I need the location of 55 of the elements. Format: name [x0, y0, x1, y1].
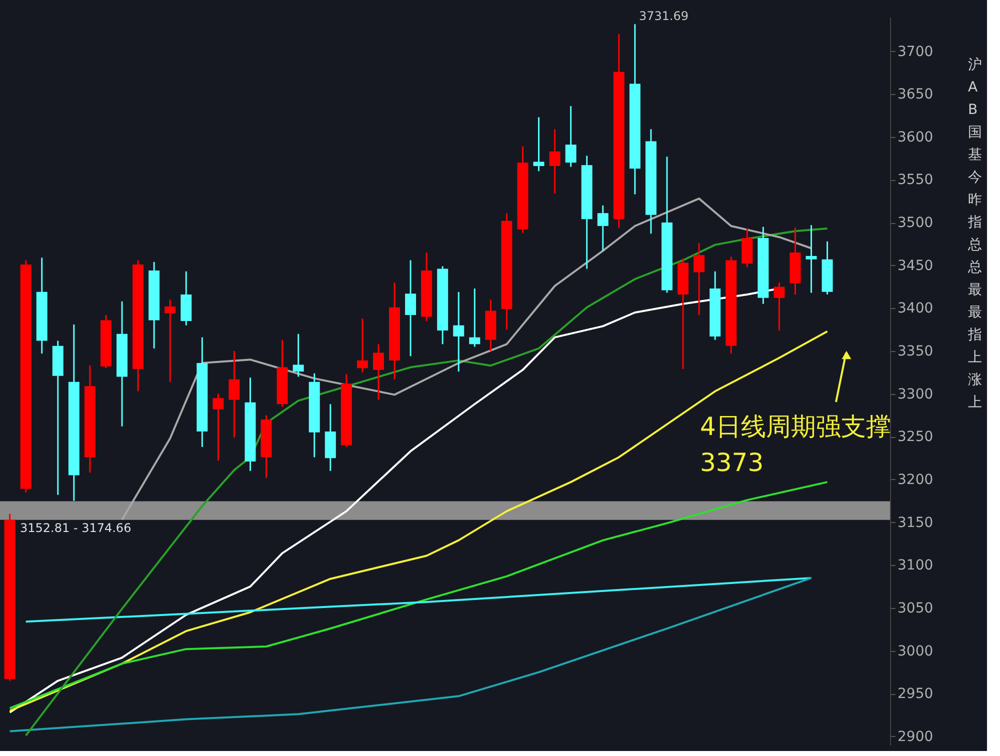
y-tick-label: 3650 [898, 86, 934, 103]
candlestick [164, 298, 176, 383]
text: 上 [968, 350, 982, 366]
candlestick [405, 259, 416, 357]
candlestick [533, 116, 544, 172]
candlestick [356, 318, 368, 374]
candlestick [597, 204, 608, 252]
y-tick-label: 3300 [898, 386, 934, 402]
candlestick [469, 288, 480, 348]
text: 最 [968, 304, 982, 320]
text: 总 [967, 260, 982, 276]
line-series [121, 198, 812, 521]
y-tick-label: 3600 [898, 129, 934, 146]
y-tick-label: 3150 [898, 514, 934, 531]
y-tick-label: 3700 [898, 44, 934, 60]
text: 基 [968, 147, 982, 163]
candlestick [212, 393, 224, 462]
candlestick [565, 105, 576, 168]
y-tick-label: 3250 [898, 429, 934, 446]
text: 指 [967, 327, 982, 343]
text: 昨 [968, 192, 982, 208]
line-series [8, 576, 812, 732]
band-label: 3152.81 - 3174.66 [20, 520, 132, 535]
candlestick [453, 291, 464, 372]
y-tick-label: 3100 [898, 558, 934, 574]
candlestick [774, 282, 785, 332]
y-tick-label: 3200 [898, 472, 934, 488]
y-tick-label: 3550 [898, 172, 934, 188]
y-tick-label: 3450 [898, 258, 934, 274]
text: 总 [967, 237, 982, 253]
line-series [8, 481, 828, 710]
text: 国 [968, 124, 982, 140]
y-tick-label: 3350 [898, 344, 934, 360]
text: 上 [968, 394, 982, 410]
text: 今 [968, 170, 982, 186]
y-tick-label: 2950 [898, 686, 934, 702]
annotation: 3731.69 [638, 9, 689, 23]
candlestick [694, 242, 705, 316]
y-tick-label: 3400 [898, 300, 934, 317]
y-tick-label: 3500 [898, 215, 934, 232]
candlestick [292, 333, 304, 378]
y-tick-label: 3050 [898, 600, 934, 616]
candlestick [806, 224, 817, 294]
text: A [968, 80, 978, 96]
candlestick [228, 350, 240, 438]
annotation: 4日线周期强支撑 3373 [700, 412, 891, 477]
y-tick-label: 3000 [898, 643, 934, 660]
text: B [968, 102, 978, 118]
candlestick [549, 128, 560, 194]
candlestick [372, 343, 384, 401]
y-tick-label: 2900 [898, 728, 934, 745]
text: 涨 [968, 372, 982, 388]
text: 沪 [968, 57, 982, 73]
text: 指 [967, 214, 982, 230]
text: 最 [968, 282, 982, 298]
